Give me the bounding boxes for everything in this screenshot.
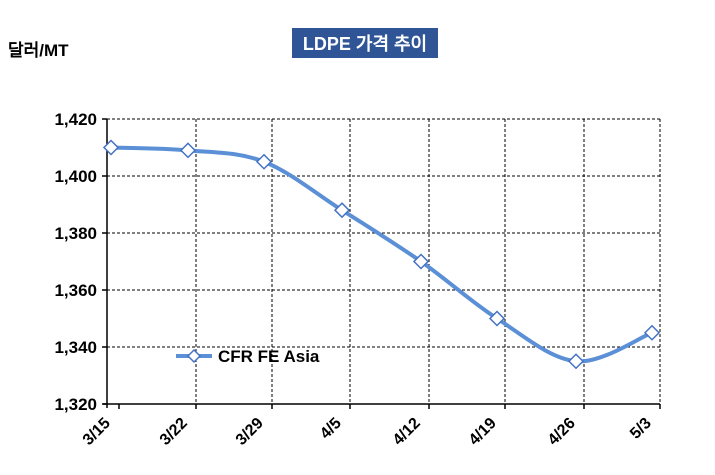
x-tick-label: 3/15 [80, 415, 114, 449]
legend-label: CFR FE Asia [218, 347, 320, 366]
data-point-marker [643, 324, 661, 341]
axes [102, 118, 661, 409]
data-point-marker [567, 353, 585, 370]
y-tick-label: 1,380 [54, 224, 97, 243]
y-tick-label: 1,420 [54, 110, 97, 129]
chart-title: LDPE 가격 추이 [292, 28, 438, 58]
x-tick-label: 4/19 [466, 415, 500, 449]
series-layer [102, 139, 661, 370]
legend: CFR FE Asia [176, 347, 320, 366]
x-tick-label: 3/22 [157, 415, 191, 449]
x-tick-labels: 3/15 3/22 3/29 4/5 4/12 4/19 4/26 5/3 [80, 415, 655, 449]
y-tick-label: 1,340 [54, 338, 97, 357]
y-tick-label: 1,400 [54, 167, 97, 186]
x-tick-label: 5/3 [627, 415, 655, 443]
y-tick-label: 1,320 [54, 395, 97, 414]
data-point-marker [255, 153, 273, 170]
series-line [110, 145, 653, 364]
data-point-marker [412, 253, 430, 270]
data-point-marker [333, 202, 351, 219]
x-tick-label: 4/5 [317, 415, 345, 443]
data-point-marker [179, 142, 197, 159]
x-tick-label: 4/12 [390, 415, 424, 449]
x-tick-label: 4/26 [545, 415, 579, 449]
data-point-marker [488, 310, 506, 327]
y-tick-labels: 1,320 1,340 1,360 1,380 1,400 1,420 [54, 110, 97, 414]
y-tick-label: 1,360 [54, 281, 97, 300]
legend-swatch-marker [186, 348, 202, 364]
x-tick-label: 3/29 [233, 415, 267, 449]
data-point-marker [102, 139, 120, 156]
y-axis-unit-label: 달러/MT [8, 41, 69, 60]
